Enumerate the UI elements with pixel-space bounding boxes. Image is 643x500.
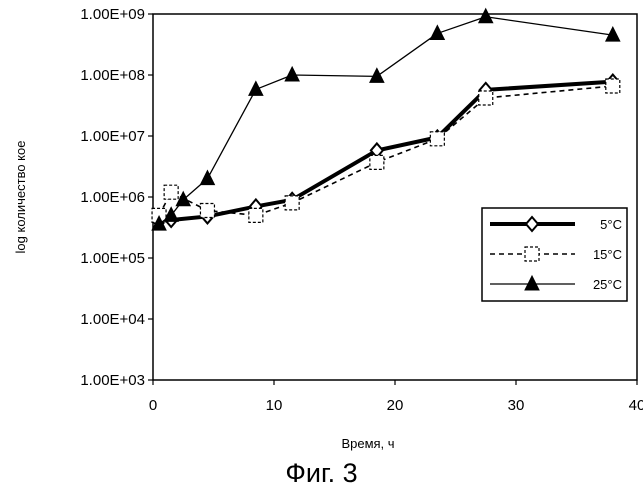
y-tick-label: 1.00E+04 <box>80 311 145 328</box>
data-point <box>163 206 179 222</box>
legend-marker <box>524 215 540 233</box>
legend-label: 25°C <box>593 277 622 292</box>
data-point <box>284 65 300 82</box>
x-tick-label: 10 <box>266 397 283 414</box>
data-point <box>248 207 264 223</box>
y-tick-label: 1.00E+03 <box>80 372 145 389</box>
series-line <box>158 16 613 225</box>
y-tick-label: 1.00E+08 <box>80 67 145 84</box>
y-axis-title: log количество кое <box>13 141 28 254</box>
y-tick-label: 1.00E+06 <box>80 189 145 206</box>
data-point <box>429 131 445 147</box>
x-tick-label: 30 <box>508 397 525 414</box>
legend-marker <box>524 246 540 262</box>
figure-caption: Фиг. 3 <box>285 458 358 488</box>
data-point <box>369 67 385 83</box>
series-line <box>158 85 613 217</box>
series-line <box>158 79 613 224</box>
data-point <box>175 190 192 207</box>
data-point <box>284 195 300 211</box>
legend-items: 5°C 15°C 25°C <box>490 215 622 292</box>
x-tick-label: 40 <box>629 397 643 414</box>
data-point <box>369 154 385 170</box>
data-point <box>429 24 446 40</box>
legend-item: 15°C <box>490 246 622 262</box>
legend-label: 15°C <box>593 247 622 262</box>
x-tick-label: 20 <box>387 397 404 414</box>
x-axis-title: Время, ч <box>341 436 394 451</box>
data-point <box>605 78 621 94</box>
series-2 <box>151 7 621 231</box>
data-point <box>199 169 216 186</box>
data-point <box>604 26 621 42</box>
data-point <box>199 202 216 219</box>
data-point <box>477 7 494 24</box>
legend-item: 25°C <box>490 274 622 292</box>
y-tick-label: 1.00E+09 <box>80 6 145 23</box>
line-chart: 1.00E+03 1.00E+04 1.00E+05 1.00E+06 1.00E+07… <box>13 6 643 451</box>
series-layer <box>151 7 621 231</box>
legend: 5°C 15°C 25°C <box>481 207 628 302</box>
legend-item: 5°C <box>490 215 622 233</box>
data-point <box>163 184 179 200</box>
data-point <box>248 80 264 96</box>
legend-label: 5°C <box>600 217 622 232</box>
data-point <box>478 90 494 106</box>
legend-marker <box>524 274 540 291</box>
x-tick-label: 0 <box>149 397 157 414</box>
y-tick-label: 1.00E+07 <box>80 128 145 145</box>
data-point <box>151 214 167 231</box>
plot-area <box>152 13 638 381</box>
y-axis-ticks: 1.00E+03 1.00E+04 1.00E+05 1.00E+06 1.00E+07… <box>80 6 153 389</box>
y-tick-label: 1.00E+05 <box>80 250 145 267</box>
x-axis-ticks: 0 10 20 30 40 <box>149 380 643 414</box>
